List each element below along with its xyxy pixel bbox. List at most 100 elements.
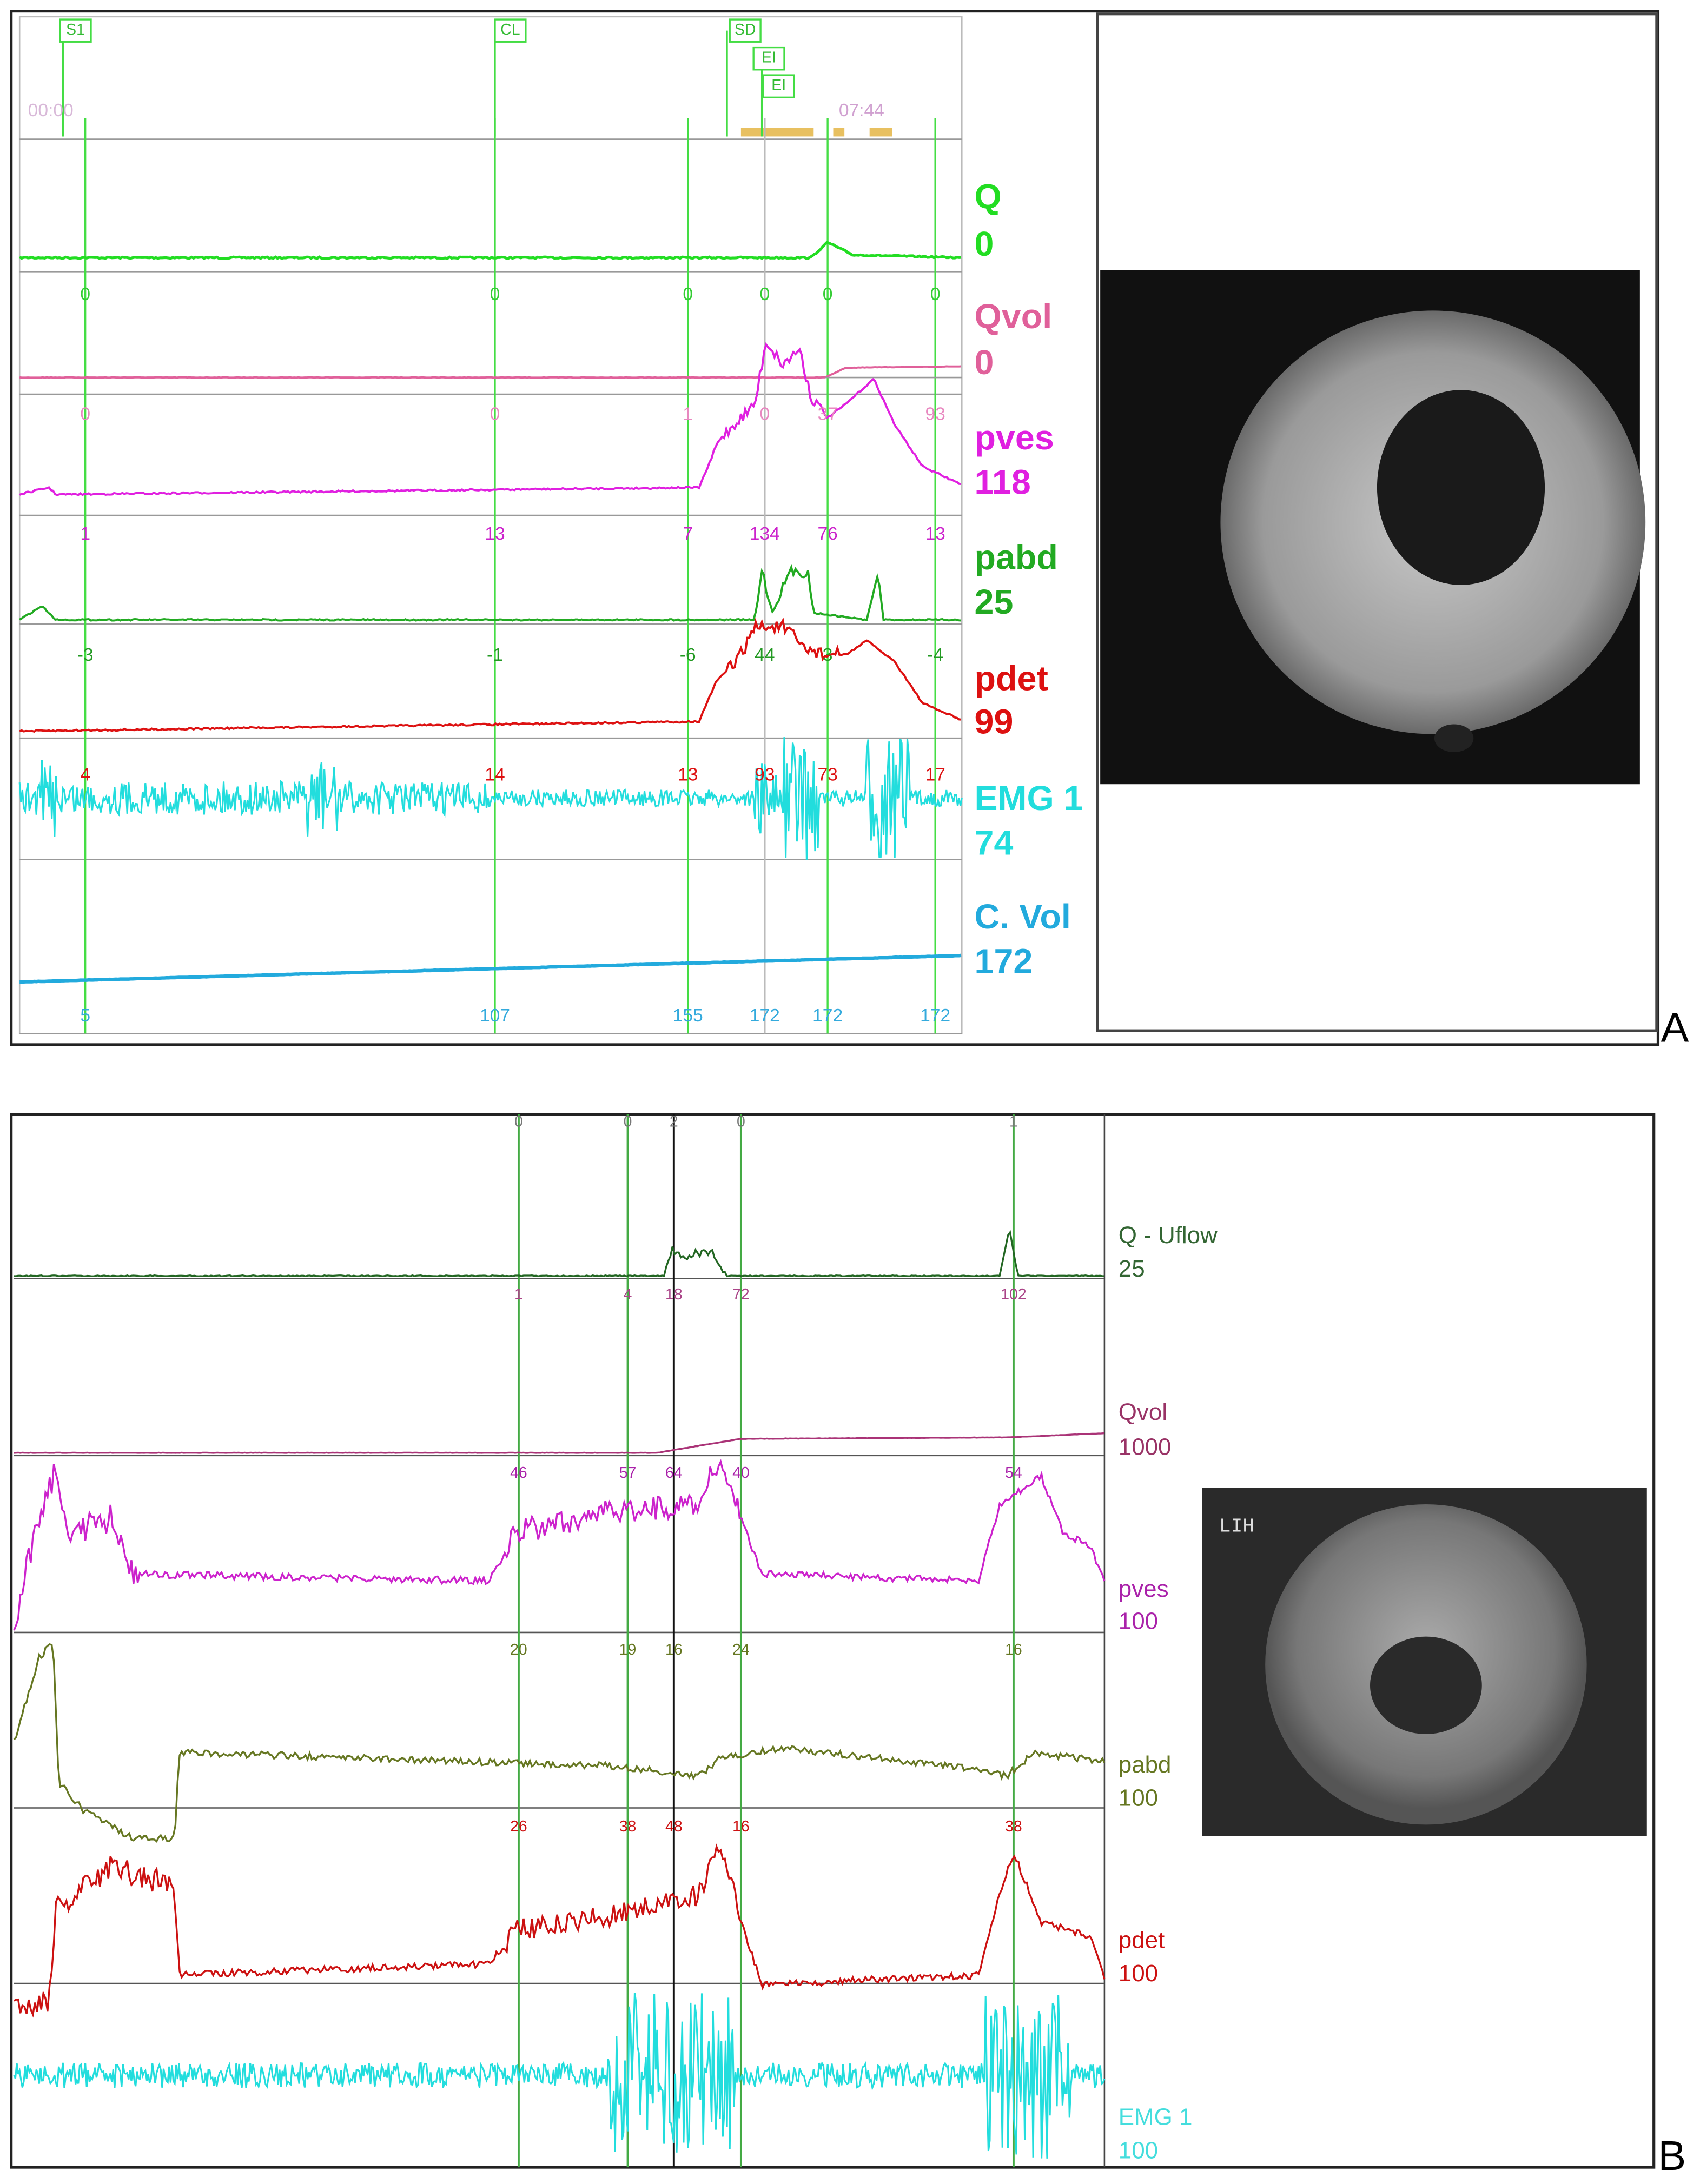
event-marker: CL — [500, 21, 520, 38]
cursor-value: 107 — [480, 1006, 510, 1026]
cursor-value: 1 — [514, 1286, 523, 1303]
cursor-value: 4 — [80, 765, 90, 785]
cvol-trace — [19, 953, 962, 984]
pabd-trace — [13, 1643, 1106, 1843]
cursor-value: 5 — [80, 1006, 90, 1026]
channel-value: 0 — [975, 343, 994, 382]
channel-value: 100 — [1119, 1960, 1158, 1987]
channel-name: pves — [1119, 1576, 1169, 1602]
panel-b-frame — [10, 1113, 1656, 2169]
channel-value: 172 — [975, 942, 1033, 981]
cursor-value: 93 — [925, 404, 945, 424]
cursor-value: 16 — [732, 1818, 750, 1835]
cursor-value: 3 — [823, 645, 833, 665]
event-marker: SD — [735, 21, 756, 38]
channel-name: pves — [975, 418, 1054, 457]
emg-trace — [18, 737, 963, 860]
channel-name: C. Vol — [975, 897, 1071, 936]
channel-name: EMG 1 — [975, 779, 1083, 818]
event-marker: S1 — [66, 21, 85, 38]
cursor-value: 16 — [1005, 1641, 1022, 1658]
panel-label: A — [1661, 1005, 1689, 1051]
pves-trace — [13, 1459, 1106, 1631]
event-marker-box — [762, 74, 795, 98]
cursor-value: -4 — [927, 645, 943, 665]
xray-a-bladder — [1377, 390, 1545, 585]
cursor-value: 17 — [925, 765, 945, 785]
event-marker: EI — [771, 77, 786, 94]
event-marker-box — [494, 18, 527, 43]
channel-name: pabd — [975, 538, 1058, 577]
cursor-value: 134 — [750, 524, 780, 544]
channel-value: 1000 — [1119, 1434, 1172, 1461]
cursor-value: 37 — [817, 404, 837, 424]
channel-value: 118 — [975, 463, 1031, 502]
time-label: 00:00 — [28, 101, 74, 121]
cursor-value: 38 — [1005, 1818, 1022, 1835]
cursor-value: 0 — [930, 284, 941, 304]
pdet-trace — [14, 1843, 1106, 2018]
cursor-value: 73 — [817, 765, 837, 785]
event-bar — [833, 128, 845, 137]
cursor-value: 4 — [624, 1286, 632, 1303]
cursor-value: 0 — [80, 284, 90, 304]
cursor-value: 0 — [683, 284, 693, 304]
panel-label: B — [1658, 2133, 1686, 2179]
channel-value: 100 — [1119, 2137, 1158, 2163]
cursor-value: 44 — [755, 645, 775, 665]
cursor-value: 40 — [732, 1464, 750, 1482]
cursor-value: 0 — [759, 284, 770, 304]
cursor-value: 0 — [490, 404, 500, 424]
channel-name: Q — [975, 177, 1002, 216]
cursor-value: 0 — [624, 1113, 632, 1131]
channel-value: 25 — [1119, 1256, 1145, 1282]
event-marker-box — [729, 18, 762, 43]
panel-a-plot — [18, 16, 963, 1034]
cursor-value: 172 — [750, 1006, 780, 1026]
cursor-value: 16 — [665, 1641, 683, 1658]
cursor-value: 19 — [619, 1641, 637, 1658]
emg-trace — [13, 1993, 1106, 2159]
time-label: 07:44 — [839, 101, 884, 121]
cursor-value: 14 — [485, 765, 505, 785]
cursor-value: 48 — [665, 1818, 683, 1835]
cursor-value: 1 — [1009, 1113, 1018, 1131]
cursor-value: 72 — [732, 1286, 750, 1303]
traces: S1 CL SD EI EI 00:00 07:44 Q 0 Qvol 0 pves 118 pabd 25… — [13, 18, 1689, 2179]
cursor-value: 172 — [920, 1006, 950, 1026]
image-label: LIH — [1219, 1516, 1254, 1538]
channel-name: Qvol — [1119, 1399, 1167, 1425]
qvol-trace — [14, 1432, 1105, 1454]
cursor-value: 0 — [737, 1113, 745, 1131]
cursor-value: -6 — [680, 645, 696, 665]
channel-value: 100 — [1119, 1785, 1158, 1811]
channel-value: 100 — [1119, 1608, 1158, 1635]
cursor-value: 7 — [683, 524, 693, 544]
cursor-value: 46 — [510, 1464, 527, 1482]
q-trace — [18, 241, 962, 260]
cursor-value: 0 — [759, 404, 770, 424]
channel-name: pdet — [975, 659, 1048, 698]
pves-trace — [19, 342, 962, 496]
event-marker-box — [752, 46, 785, 71]
cursor-value: 64 — [665, 1464, 683, 1482]
pdet-trace — [19, 617, 962, 733]
channel-name: EMG 1 — [1119, 2104, 1193, 2130]
event-marker-box — [59, 18, 92, 43]
cursor-value: 172 — [812, 1006, 843, 1026]
cursor-value: 20 — [510, 1641, 527, 1658]
event-marker: EI — [762, 49, 776, 67]
cursor-value: 0 — [823, 284, 833, 304]
cursor-value: -3 — [77, 645, 94, 665]
cursor-value: 38 — [619, 1818, 637, 1835]
cursor-value: 0 — [514, 1113, 523, 1131]
event-bar — [869, 128, 892, 137]
channel-value: 0 — [975, 224, 994, 263]
xray-b-bladder — [1370, 1636, 1482, 1734]
cursor-value: 24 — [732, 1641, 750, 1658]
cursor-value: 76 — [817, 524, 837, 544]
cursor-value: 57 — [619, 1464, 637, 1482]
channel-value: 99 — [975, 702, 1014, 741]
